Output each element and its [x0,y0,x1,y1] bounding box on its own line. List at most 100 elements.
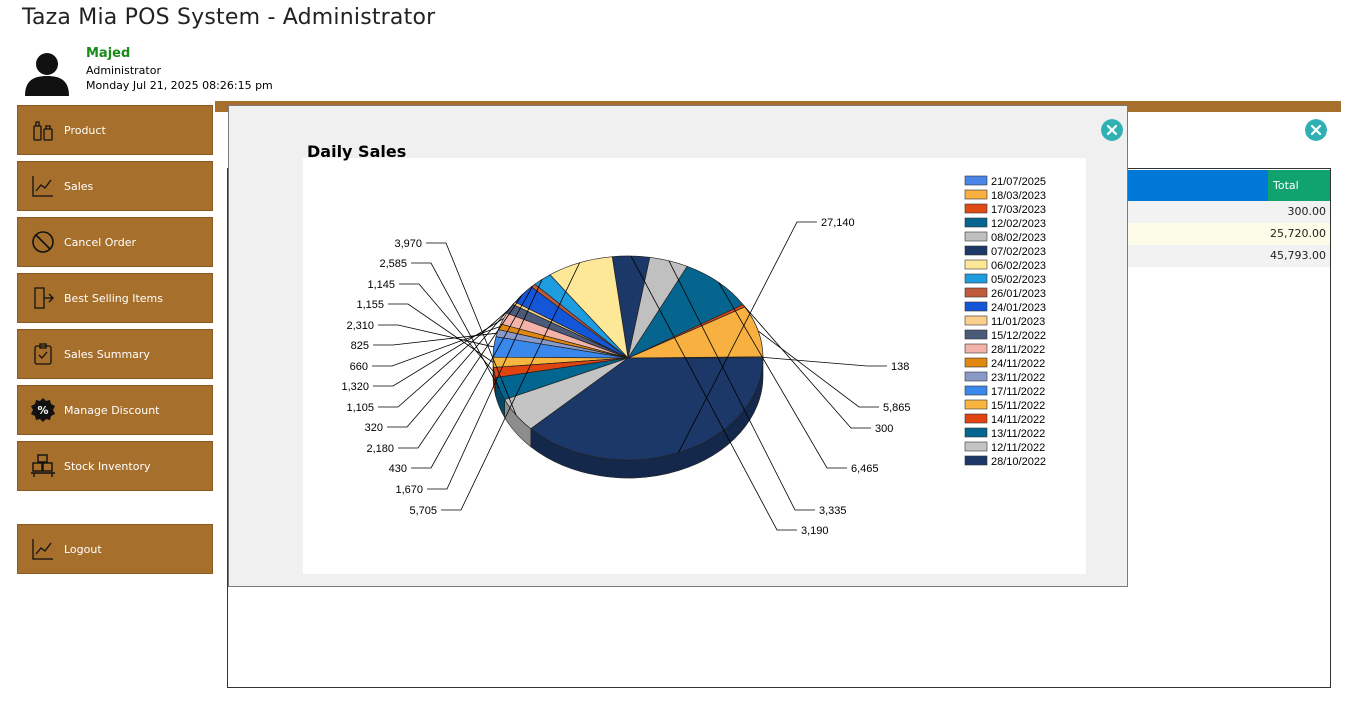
pie-leader-line [378,324,494,348]
pie-leader-line [378,308,511,408]
line-chart-icon [30,173,56,199]
legend-swatch [964,413,988,424]
legend-label: 12/02/2023 [991,218,1046,230]
sidebar-item-label: Stock Inventory [64,459,151,473]
pie-data-label: 1,145 [367,279,395,291]
table-row: 25,720.00 [1127,223,1330,245]
legend-label: 05/02/2023 [991,274,1046,286]
sidebar-item-sales[interactable]: Sales [17,161,213,211]
pie-data-label: 1,320 [341,381,369,393]
sidebar-item-product[interactable]: Product [17,105,213,155]
pie-data-label: 3,970 [394,238,422,250]
sidebar-item-label: Sales Summary [64,347,150,361]
sidebar-item-label: Best Selling Items [64,291,163,305]
user-info: Majed Administrator Monday Jul 21, 2025 … [24,46,384,98]
clipboard-check-icon [30,341,56,367]
pie-data-label: 1,155 [356,299,384,311]
product-icon [30,117,56,143]
pie-data-label: 2,180 [366,443,394,455]
table-row: 45,793.00 [1127,245,1330,267]
pie-leader-line [668,260,815,511]
legend-swatch [964,301,988,312]
pie-leader-line [388,303,494,363]
legend-label: 28/11/2022 [991,344,1045,356]
legend-label: 26/01/2023 [991,288,1046,300]
pie-leader-line [399,283,495,373]
pie-data-label: 1,105 [346,402,374,414]
sidebar-item-cancel-order[interactable]: Cancel Order [17,217,213,267]
chart-area: 138 5,865 300 6,465 3,335 3,190 5,705 1,670 430 2… [303,158,1086,574]
pie-data-label: 2,585 [379,258,407,270]
pie-data-label: 5,865 [883,402,911,414]
sidebar-item-label: Sales [64,179,94,193]
close-icon[interactable] [1305,119,1327,141]
legend-label: 28/10/2022 [991,456,1046,468]
pie-slices [492,255,764,461]
cancel-icon [30,229,56,255]
sidebar-item-stock-inventory[interactable]: Stock Inventory [17,441,213,491]
pie-leader-line [678,221,817,453]
pie-leader-line [387,303,515,428]
sidebar-item-logout[interactable]: Logout [17,524,213,574]
pie-leader-line [630,255,797,531]
discount-badge-icon: % [30,397,56,423]
legend-label: 12/11/2022 [991,442,1045,454]
pie-leader-line [441,262,580,511]
sidebar-item-best-selling[interactable]: Best Selling Items [17,273,213,323]
pie-data-label: 27,140 [821,217,855,229]
legend-swatch [964,259,988,270]
pie-leader-line [427,279,543,490]
legend-swatch [964,357,988,368]
pie-data-label: 138 [891,361,909,373]
pie-data-label: 3,190 [801,525,829,537]
pie-leader-line [718,282,847,469]
legend-swatch [964,329,988,340]
pie-leader-line [411,285,534,469]
legend-swatch [964,315,988,326]
boxes-cart-icon [30,453,56,479]
pie-data-label: 660 [350,361,368,373]
pie-leader-line [426,242,517,416]
legend-label: 14/11/2022 [991,414,1045,426]
legend-swatch [964,441,988,452]
pie-leader-line [757,330,879,408]
pie-data-label: 430 [389,463,407,475]
legend-label: 24/01/2023 [991,302,1046,314]
legend-swatch [964,399,988,410]
sidebar-item-label: Logout [64,542,102,556]
legend-label: 17/11/2022 [991,386,1045,398]
sidebar-item-sales-summary[interactable]: Sales Summary [17,329,213,379]
exit-door-icon [30,285,56,311]
pie-leader-line [411,262,500,389]
legend-swatch [964,455,988,466]
legend-swatch [964,343,988,354]
sidebar-item-manage-discount[interactable]: % Manage Discount [17,385,213,435]
pie-leader-line [373,332,498,346]
legend-swatch [964,231,988,242]
sidebar-item-label: Manage Discount [64,403,160,417]
pie-chart: 138 5,865 300 6,465 3,335 3,190 5,705 1,670 430 2… [341,175,1046,537]
legend-label: 18/03/2023 [991,190,1046,202]
pie-leader-line [743,305,871,429]
legend-label: 11/01/2023 [991,316,1045,328]
legend-label: 17/03/2023 [991,204,1046,216]
close-icon[interactable] [1101,119,1123,141]
legend-swatch [964,427,988,438]
legend-swatch [964,385,988,396]
pie-data-label: 1,670 [395,484,423,496]
legend-swatch [964,203,988,214]
table-header-total: Total [1268,170,1330,201]
legend-swatch [964,287,988,298]
pie-data-label: 825 [351,340,369,352]
legend-swatch [964,371,988,382]
chart-legend: 21/07/2025 18/03/2023 17/03/2023 12/02/2023… [964,175,1046,468]
table-header-cell [1127,170,1268,201]
legend-label: 24/11/2022 [991,358,1045,370]
pie-data-label: 320 [365,422,383,434]
daily-sales-modal: 138 5,865 300 6,465 3,335 3,190 5,705 1,670 430 2… [228,105,1128,587]
pie-data-label: 300 [875,423,893,435]
legend-swatch [964,273,988,284]
pie-data-label: 3,335 [819,505,847,517]
legend-label: 23/11/2022 [991,372,1045,384]
pie-data-label: 2,310 [346,320,374,332]
